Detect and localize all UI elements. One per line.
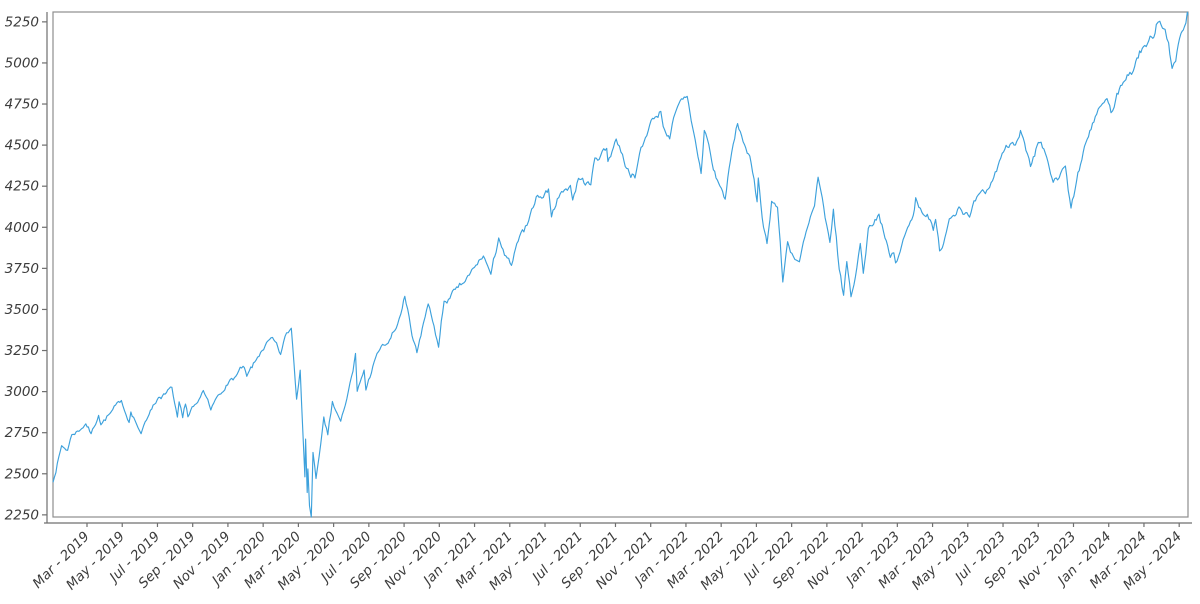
y-tick-label: 3000 — [5, 384, 39, 400]
y-tick-label: 4750 — [5, 97, 39, 113]
y-tick-label: 4000 — [5, 220, 39, 236]
y-tick-label: 2500 — [5, 466, 39, 482]
y-axis-ticks: 2250 2500 2750 3000 3250 3500 3750 4000 4250 4500… — [5, 14, 47, 523]
y-tick-label: 3750 — [5, 261, 39, 277]
y-tick-label: 5000 — [5, 55, 39, 71]
y-tick-label: 5250 — [5, 14, 39, 30]
y-tick-label: 3250 — [5, 343, 39, 359]
plot-frame — [52, 11, 1189, 518]
y-tick-label: 3500 — [5, 302, 39, 318]
y-tick-label: 2750 — [5, 425, 39, 441]
y-tick-label: 4500 — [5, 138, 39, 154]
y-tick-label: 4250 — [5, 179, 39, 195]
axes — [44, 12, 1192, 524]
series-line — [52, 11, 1189, 518]
y-tick-label: 2250 — [5, 507, 39, 523]
